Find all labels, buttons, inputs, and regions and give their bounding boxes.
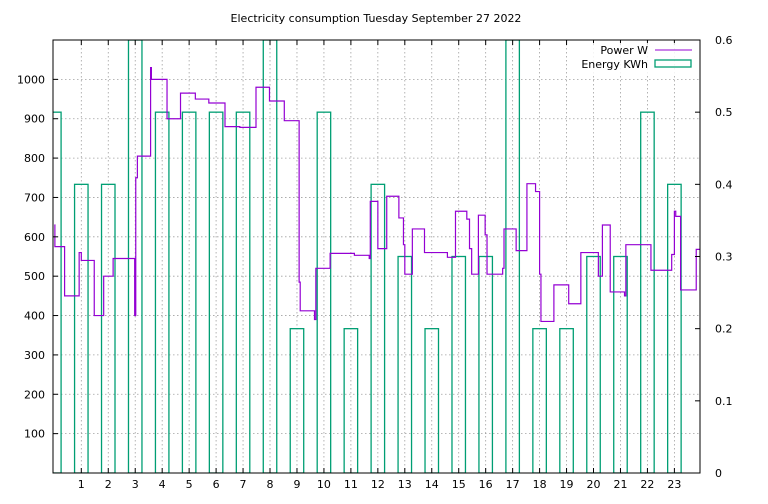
y-tick-label: 900	[24, 113, 45, 126]
y2-tick-label: 0.3	[715, 251, 733, 264]
y-tick-label: 300	[24, 349, 45, 362]
x-tick-label: 3	[132, 478, 139, 491]
x-tick-label: 21	[613, 478, 627, 491]
energy-bar	[127, 40, 143, 473]
energy-bar	[478, 255, 494, 473]
y-tick-label: 200	[24, 388, 45, 401]
energy-bar	[505, 40, 521, 473]
energy-bar	[235, 111, 251, 473]
energy-bar	[613, 255, 628, 473]
power-line-group	[54, 66, 700, 323]
y2-tick-label: 0.5	[715, 106, 733, 119]
y2-tick-label: 0	[715, 467, 722, 480]
x-tick-label: 20	[587, 478, 601, 491]
legend-label-power: Power W	[600, 44, 648, 57]
chart-title: Electricity consumption Tuesday Septembe…	[231, 12, 522, 25]
x-tick-label: 13	[398, 478, 412, 491]
energy-bar	[640, 111, 655, 473]
x-tick-label: 16	[479, 478, 493, 491]
legend-label-energy: Energy KWh	[581, 58, 648, 71]
energy-bar	[586, 255, 601, 473]
x-tick-label: 5	[186, 478, 193, 491]
energy-bar	[181, 111, 197, 473]
legend-swatch-energy	[654, 59, 692, 68]
x-tick-label: 23	[667, 478, 681, 491]
x-tick-label: 7	[240, 478, 247, 491]
x-tick-label: 18	[533, 478, 547, 491]
energy-bar	[262, 40, 278, 473]
energy-bar	[316, 111, 332, 473]
x-tick-label: 11	[344, 478, 358, 491]
x-tick-label: 6	[213, 478, 220, 491]
y2-tick-label: 0.2	[715, 323, 733, 336]
x-tick-label: 10	[317, 478, 331, 491]
legend-box	[574, 43, 698, 75]
x-tick-label: 4	[159, 478, 166, 491]
x-tick-label: 8	[267, 478, 274, 491]
energy-bar	[208, 111, 224, 473]
x-tick-label: 17	[506, 478, 520, 491]
y2-tick-label: 0.6	[715, 34, 733, 47]
y-tick-label: 500	[24, 270, 45, 283]
y-tick-label: 800	[24, 152, 45, 165]
x-tick-label: 1	[78, 478, 85, 491]
y-tick-label: 600	[24, 231, 45, 244]
energy-bars	[53, 40, 682, 473]
y2-tick-label: 0.4	[715, 178, 733, 191]
x-tick-label: 14	[425, 478, 439, 491]
axis-ticks: 1 2 3 4 5 6 7 8 9 10 11 12 13 14 15 16 17 18 19 20 21 22 23100…	[17, 34, 733, 491]
energy-bar	[154, 111, 170, 473]
y-tick-label: 400	[24, 310, 45, 323]
energy-bar	[53, 111, 62, 473]
x-tick-label: 12	[371, 478, 385, 491]
y-tick-label: 1000	[17, 73, 45, 86]
x-tick-label: 19	[560, 478, 574, 491]
power-line	[54, 66, 700, 323]
x-tick-label: 22	[640, 478, 654, 491]
x-tick-label: 9	[293, 478, 300, 491]
y2-tick-label: 0.1	[715, 395, 733, 408]
legend: Power W Energy KWh	[574, 43, 698, 75]
energy-bar	[451, 255, 467, 473]
x-tick-label: 15	[452, 478, 466, 491]
y-tick-label: 700	[24, 191, 45, 204]
y-tick-label: 100	[24, 428, 45, 441]
x-tick-label: 2	[105, 478, 112, 491]
